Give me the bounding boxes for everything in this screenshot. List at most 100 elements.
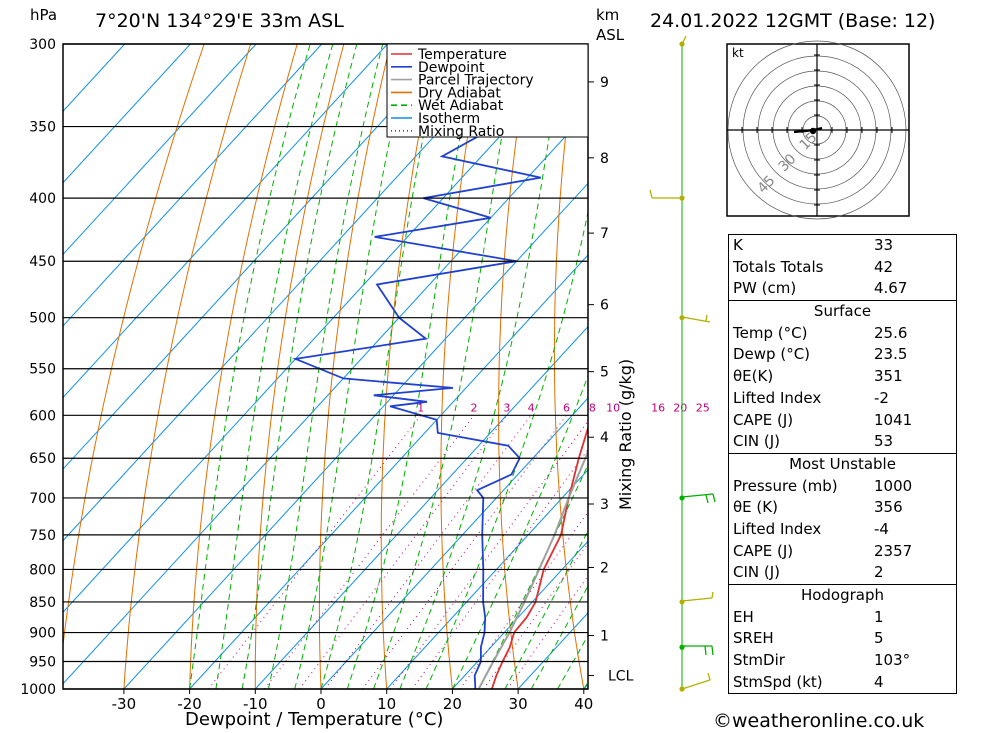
km-tick-label: 1 [600,629,609,645]
km-tick-label: 2 [600,560,609,576]
mixing-ratio-label: 10 [606,401,620,414]
legend-item-label: Isotherm [418,111,480,127]
surface-section-title: Surface [729,300,956,323]
dry-adiabat-line [123,44,252,689]
hodograph-unit-label: kt [732,46,744,60]
legend-item-label: Mixing Ratio [418,124,504,140]
mixing-ratio-line [389,420,588,689]
pressure-tick-label: 800 [29,562,56,578]
isotherm-line [63,44,454,470]
temp-tick-label: 20 [443,695,462,713]
temp-tick-label: -10 [243,695,268,713]
hodograph-section-title: Hodograph [729,584,956,607]
mixing-ratio-label: 16 [651,401,665,414]
dry-adiabat-line [189,44,298,689]
mixing-ratio-label: 3 [503,401,510,414]
mixing-ratio-label: 25 [696,401,710,414]
surface-temp: Temp (°C) 25.6 [733,323,908,342]
isotherm-line [63,44,585,613]
wet-adiabat-line [189,44,311,689]
km-tick-label: 6 [600,298,609,314]
mixing-ratio-line [362,415,567,689]
dry-adiabat-line [553,44,585,689]
pressure-tick-label: 900 [29,626,56,642]
copyright-symbol: © [713,710,732,732]
location-title: 7°20'N 134°29'E 33m ASL [95,10,344,32]
pressure-tick-label: 1000 [20,682,56,698]
pressure-tick-label: 850 [29,595,56,611]
pressure-tick-label: 600 [29,408,56,424]
site-link[interactable]: weatheronline.co.uk [732,710,925,732]
index-pw: PW (cm) 4.67 [733,279,908,298]
hodo-stmspd: StmSpd (kt) 4 [733,672,884,691]
isotherm-line [189,254,588,689]
isotherm-line [63,44,520,542]
legend-item-label: Temperature [417,47,507,63]
km-tick-label: 9 [600,75,609,91]
mu-cape: CAPE (J) 2357 [733,541,913,560]
wind-barb-dot [679,195,685,201]
wind-barb [681,591,714,602]
wet-adiabat-line [267,44,384,689]
index-k: K 33 [733,236,894,254]
surface-lifted-index: Lifted Index -2 [733,388,889,407]
wind-barb [681,314,711,323]
pressure-tick-label: 300 [29,37,56,53]
pressure-unit-label: hPa [30,6,58,24]
mixing-ratio-label: 1 [417,401,424,414]
km-tick-label: 8 [600,151,609,167]
pressure-tick-label: 400 [29,191,56,207]
isotherm-line [320,397,588,689]
surface-theta-e: θE(K) 351 [733,367,903,386]
hodo-sreh: SREH 5 [733,629,884,648]
legend-item-label: Wet Adiabat [418,98,504,114]
wet-adiabat-line [399,44,566,689]
lcl-label: LCL [608,668,634,684]
height-unit-km: km [596,6,620,24]
wind-barb-dot [679,599,685,605]
isotherm-line [63,44,257,256]
isotherm-line [254,325,588,689]
legend-item-label: Parcel Trajectory [418,73,534,89]
copyright-footer[interactable]: ©weatheronline.co.uk [713,710,924,732]
wind-barb-dot [679,644,685,650]
legend-box [386,43,589,138]
mu-lifted-index: Lifted Index -4 [733,519,889,538]
pressure-tick-label: 750 [29,528,56,544]
temp-tick-label: -30 [112,695,137,713]
pressure-tick-label: 650 [29,451,56,467]
temp-tick-label: 10 [377,695,396,713]
x-axis-title: Dewpoint / Temperature (°C) [185,709,444,730]
mu-cin: CIN (J) 2 [733,563,884,582]
indices-panel: K 33 Totals Totals 42 PW (cm) 4.67 Surface … [728,234,957,695]
mu-pressure: Pressure (mb) 1000 [733,476,913,495]
wind-barb-dot [679,41,685,47]
dry-adiabat-line [380,44,438,689]
wind-barb [681,493,716,504]
mixing-ratio-line [507,575,588,689]
pressure-tick-label: 350 [29,120,56,136]
dry-adiabat-line [661,44,715,689]
wet-adiabat-line [504,529,588,689]
most-unstable-section-title: Most Unstable [729,452,956,476]
isotherm-line [63,44,388,399]
pressure-tick-label: 450 [29,254,56,270]
legend-item-label: Dry Adiabat [418,85,501,101]
pressure-tick-label: 950 [29,655,56,671]
mixing-ratio-label: 20 [673,401,687,414]
km-tick-label: 3 [600,497,609,513]
surface-cin: CIN (J) 53 [733,432,894,451]
index-totals-totals: Totals Totals 42 [733,257,894,276]
isotherm-line [63,44,191,184]
dry-adiabat-line [254,44,345,689]
dewpoint-profile [292,44,546,689]
surface-cape: CAPE (J) 1041 [733,410,913,429]
plot-frame [62,43,589,690]
mixing-ratio-line [324,415,532,689]
dry-adiabat-line [63,44,205,650]
wind-barb [682,645,714,656]
mixing-ratio-label: 8 [589,401,596,414]
hodograph-storm-motion [809,127,817,135]
